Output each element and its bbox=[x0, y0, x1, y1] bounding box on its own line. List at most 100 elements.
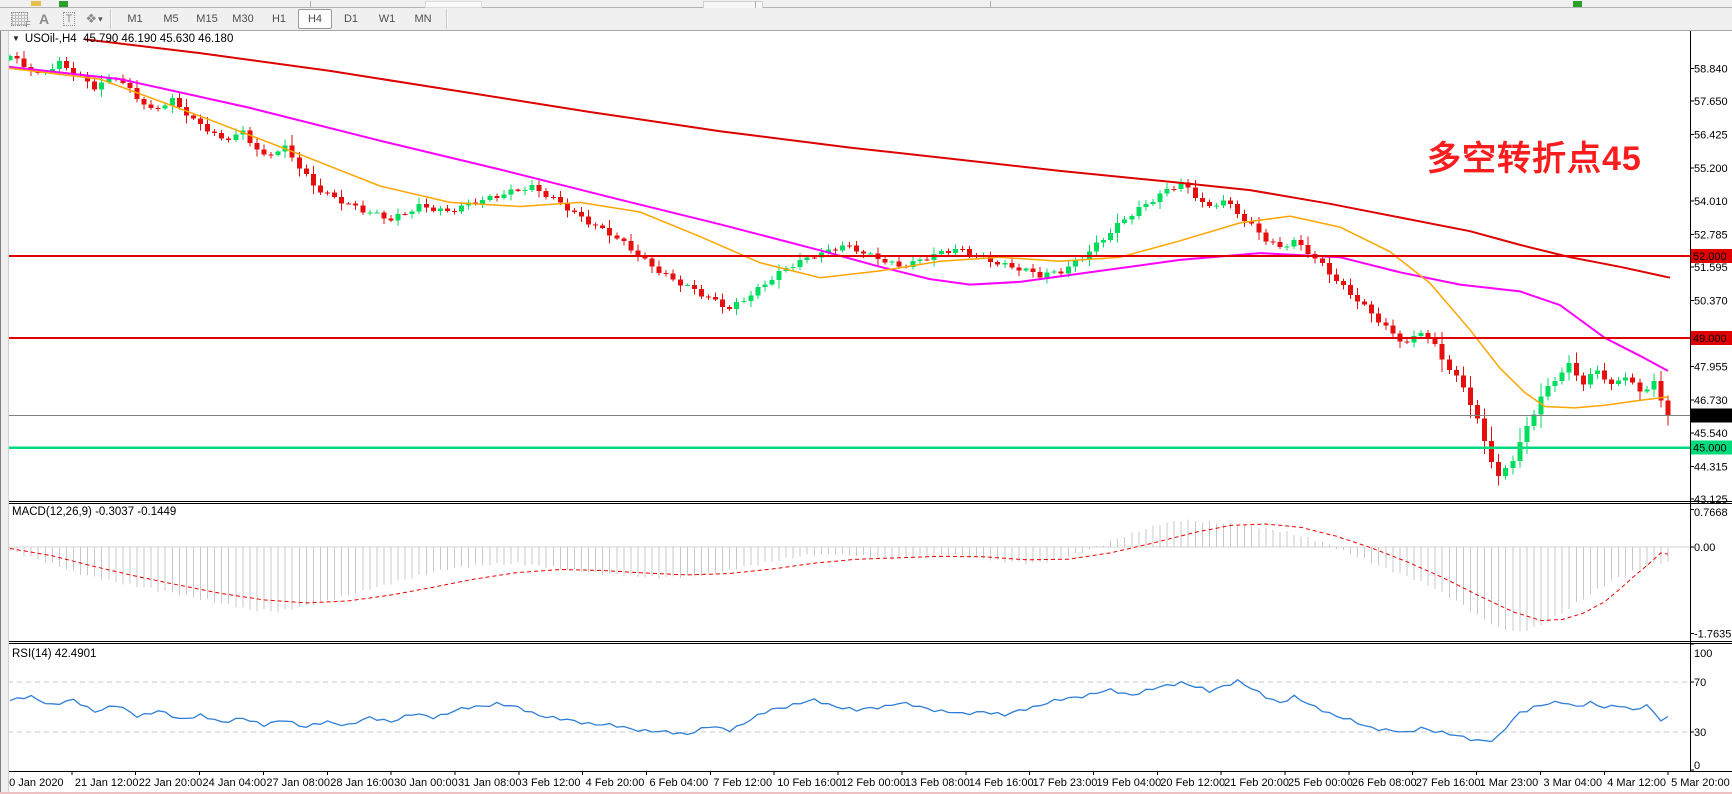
time-axis-label: 31 Jan 08:00 bbox=[458, 777, 522, 789]
timeframe-button-h4[interactable]: H4 bbox=[298, 9, 332, 29]
rsi-line bbox=[9, 678, 1669, 743]
time-axis-label: 26 Feb 08:00 bbox=[1352, 777, 1417, 789]
time-axis-label: 10 Feb 16:00 bbox=[777, 777, 842, 789]
time-axis-label: 17 Feb 23:00 bbox=[1033, 777, 1098, 789]
clipped-button bbox=[425, 1, 482, 8]
time-axis-label: 14 Feb 16:00 bbox=[969, 777, 1034, 789]
rsi-axis-label: 100 bbox=[1694, 648, 1712, 660]
timeframe-button-m15[interactable]: M15 bbox=[196, 13, 218, 25]
price-axis-label: 58.840 bbox=[1694, 63, 1728, 75]
timeframe-button-m5[interactable]: M5 bbox=[163, 13, 179, 25]
timeframe-button-m1[interactable]: M1 bbox=[127, 13, 143, 25]
chevron-down-icon[interactable]: ▾ bbox=[98, 13, 103, 24]
toolbar-separator bbox=[755, 1, 756, 8]
price-axis-label: 51.595 bbox=[1694, 262, 1728, 274]
svg-text:45.000: 45.000 bbox=[1693, 443, 1727, 455]
timeframe-button-h1[interactable]: H1 bbox=[271, 13, 287, 25]
time-axis-label: 4 Feb 20:00 bbox=[586, 777, 645, 789]
current-price-badge bbox=[1691, 408, 1732, 423]
time-axis-label: 22 Jan 20:00 bbox=[139, 777, 203, 789]
text-label-tool[interactable]: T bbox=[58, 10, 80, 28]
timeframe-button-mn[interactable]: MN bbox=[414, 13, 432, 25]
time-axis-label: 27 Feb 16:00 bbox=[1416, 777, 1481, 789]
time-axis-label: 3 Mar 04:00 bbox=[1543, 777, 1602, 789]
clipped-upper-toolbar-strip bbox=[0, 0, 1732, 9]
time-axis-label: 1 Mar 23:00 bbox=[1480, 777, 1539, 789]
price-axis-label: 46.730 bbox=[1694, 395, 1728, 407]
price-axis-label: 50.370 bbox=[1694, 295, 1728, 307]
symbol-ohlc-text: USOil-,H4 45.790 46.190 45.630 46.180 bbox=[24, 33, 234, 45]
time-axis-label: 3 Feb 12:00 bbox=[522, 777, 581, 789]
rsi-axis-label: 0 bbox=[1694, 760, 1700, 772]
font-tool[interactable]: A bbox=[33, 10, 55, 28]
price-axis-label: 55.200 bbox=[1694, 163, 1728, 175]
candlestick-series bbox=[7, 50, 1671, 486]
chevron-down-icon[interactable]: ▼ bbox=[12, 34, 20, 43]
time-axis-label: 21 Jan 12:00 bbox=[75, 777, 139, 789]
timeframe-button-w1[interactable]: W1 bbox=[378, 13, 396, 25]
price-axis-label: 52.785 bbox=[1694, 229, 1728, 241]
macd-pane-plot-area[interactable] bbox=[8, 504, 1690, 641]
price-axis-label: 54.010 bbox=[1694, 196, 1728, 208]
price-axis-label: 44.315 bbox=[1694, 461, 1728, 473]
text-icon: T bbox=[62, 12, 76, 26]
chart-toolbar: F A T ❖ ▾ M1 M5 M15 M30 H1 H4 D1 W1 MN bbox=[0, 8, 1732, 31]
hline-price-badge bbox=[1691, 440, 1732, 455]
time-axis-label: 20 Feb 12:00 bbox=[1160, 777, 1225, 789]
font-icon: A bbox=[38, 11, 50, 27]
macd-axis-label: -1.7635 bbox=[1694, 628, 1731, 640]
macd-signal-line bbox=[9, 523, 1669, 622]
time-axis-label: 27 Jan 08:00 bbox=[266, 777, 330, 789]
time-axis-label: 30 Jan 00:00 bbox=[394, 777, 458, 789]
clipped-icon bbox=[1573, 1, 1582, 7]
rsi-indicator-label: RSI(14) 42.4901 bbox=[12, 648, 97, 660]
time-axis-label: 28 Jan 16:00 bbox=[330, 777, 394, 789]
arrange-icon: ❖ bbox=[85, 11, 98, 26]
time-axis-label: 24 Jan 04:00 bbox=[203, 777, 267, 789]
price-axis-label: 43.125 bbox=[1694, 494, 1728, 506]
macd-axis-label: 0.00 bbox=[1694, 542, 1715, 554]
arrange-objects-tool[interactable]: ❖ ▾ bbox=[83, 10, 105, 28]
time-axis-label: 12 Feb 00:00 bbox=[841, 777, 906, 789]
time-axis-label: 21 Feb 20:00 bbox=[1224, 777, 1289, 789]
timeframe-button-m30[interactable]: M30 bbox=[232, 13, 254, 25]
price-axis-label: 47.955 bbox=[1694, 362, 1728, 374]
timeframe-button-group: M1 M5 M15 M30 H1 H4 D1 W1 MN bbox=[117, 9, 441, 29]
svg-text:52.000: 52.000 bbox=[1693, 251, 1727, 263]
time-axis-label: 25 Feb 00:00 bbox=[1288, 777, 1353, 789]
time-axis-label: 5 Mar 20:00 bbox=[1671, 777, 1730, 789]
price-axis-label: 56.425 bbox=[1694, 130, 1728, 142]
time-axis-label: 13 Feb 08:00 bbox=[905, 777, 970, 789]
snap-grid-tool[interactable]: F bbox=[8, 10, 31, 29]
window-left-edge bbox=[0, 7, 9, 794]
price-axis-label: 45.540 bbox=[1694, 428, 1728, 440]
main-chart-plot-area[interactable] bbox=[8, 30, 1690, 501]
medium-ma-magenta-line bbox=[7, 65, 1669, 372]
toolbar-separator bbox=[310, 1, 311, 8]
grid-icon: F bbox=[10, 12, 31, 29]
time-scale[interactable]: 20 Jan 2020 21 Jan 12:00 22 Jan 20:00 24 Ja… bbox=[3, 771, 1730, 789]
hline-price-badge bbox=[1691, 248, 1732, 263]
time-axis-label: 6 Feb 04:00 bbox=[650, 777, 709, 789]
time-axis-label: 19 Feb 04:00 bbox=[1096, 777, 1161, 789]
toolbar-separator bbox=[990, 1, 991, 8]
clipped-icon bbox=[59, 1, 68, 7]
toolbar-separator bbox=[446, 9, 448, 29]
price-axis-label: 57.650 bbox=[1694, 96, 1728, 108]
price-scale: 58.840 57.650 56.425 55.200 54.010 52.785 51.5… bbox=[1690, 63, 1732, 772]
macd-indicator-label: MACD(12,26,9) -0.3037 -0.1449 bbox=[12, 506, 177, 518]
rsi-axis-label: 70 bbox=[1694, 677, 1706, 689]
window-bottom-edge bbox=[0, 792, 1732, 794]
svg-text:46.180: 46.180 bbox=[1693, 410, 1727, 422]
toolbar-separator bbox=[110, 9, 112, 29]
symbol-ohlc-header: ▼ USOil-,H4 45.790 46.190 45.630 46.180 bbox=[12, 33, 233, 45]
time-axis-label: 20 Jan 2020 bbox=[3, 777, 64, 789]
hline-price-badge bbox=[1691, 331, 1732, 346]
fast-ma-orange-line bbox=[7, 67, 1669, 409]
svg-text:49.000: 49.000 bbox=[1693, 333, 1727, 345]
timeframe-button-d1[interactable]: D1 bbox=[343, 13, 359, 25]
chart-annotation-text[interactable]: 多空转折点45 bbox=[1427, 140, 1642, 178]
macd-axis-label: 0.7668 bbox=[1694, 507, 1728, 519]
rsi-axis-label: 30 bbox=[1694, 727, 1706, 739]
